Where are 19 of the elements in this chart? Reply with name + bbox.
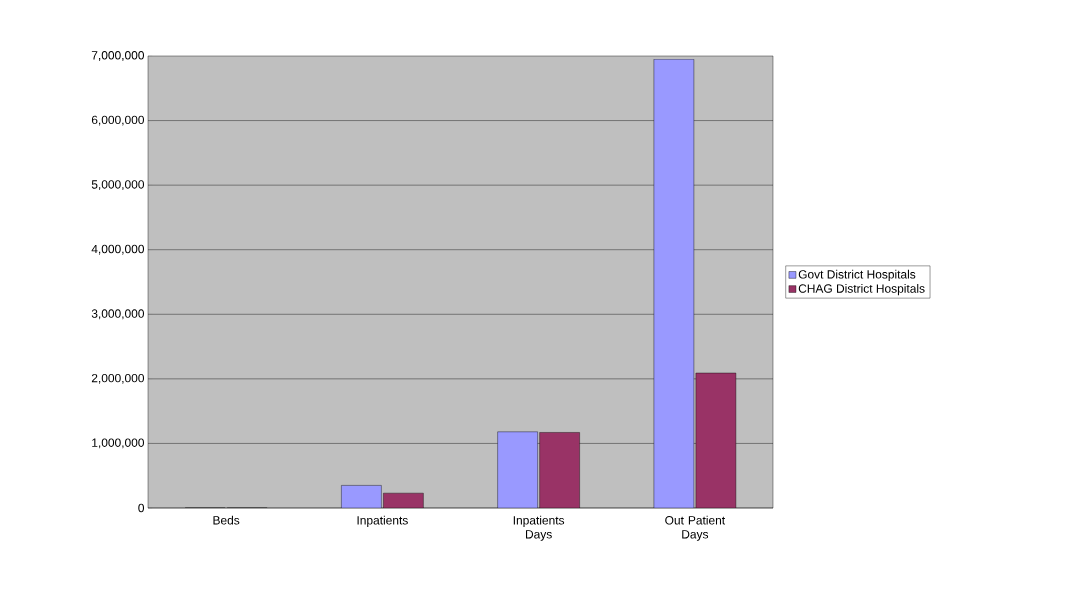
y-tick-label: 0 xyxy=(138,503,145,513)
y-tick-label: 4,000,000 xyxy=(91,244,145,255)
y-tick-label: 6,000,000 xyxy=(91,115,145,126)
y-tick-label: 3,000,000 xyxy=(91,309,145,320)
y-tick-label: 7,000,000 xyxy=(91,51,145,61)
y-tick-label: 2,000,000 xyxy=(91,373,145,384)
x-tick-label: Inpatients Days xyxy=(513,515,565,541)
bar xyxy=(497,431,538,508)
bar xyxy=(653,59,695,508)
x-tick-label: Beds xyxy=(213,515,240,525)
x-tick-label: Out Patient Days xyxy=(665,515,726,541)
y-tick-label: 5,000,000 xyxy=(91,180,145,191)
y-tick-label: 1,000,000 xyxy=(92,438,145,449)
x-tick-label: Inpatients xyxy=(357,515,408,527)
bar xyxy=(539,432,580,508)
bar xyxy=(695,372,737,508)
legend-label: CHAG District Hospitals xyxy=(798,284,925,296)
bar xyxy=(341,485,382,508)
legend-label: Govt District Hospitals xyxy=(798,269,916,281)
